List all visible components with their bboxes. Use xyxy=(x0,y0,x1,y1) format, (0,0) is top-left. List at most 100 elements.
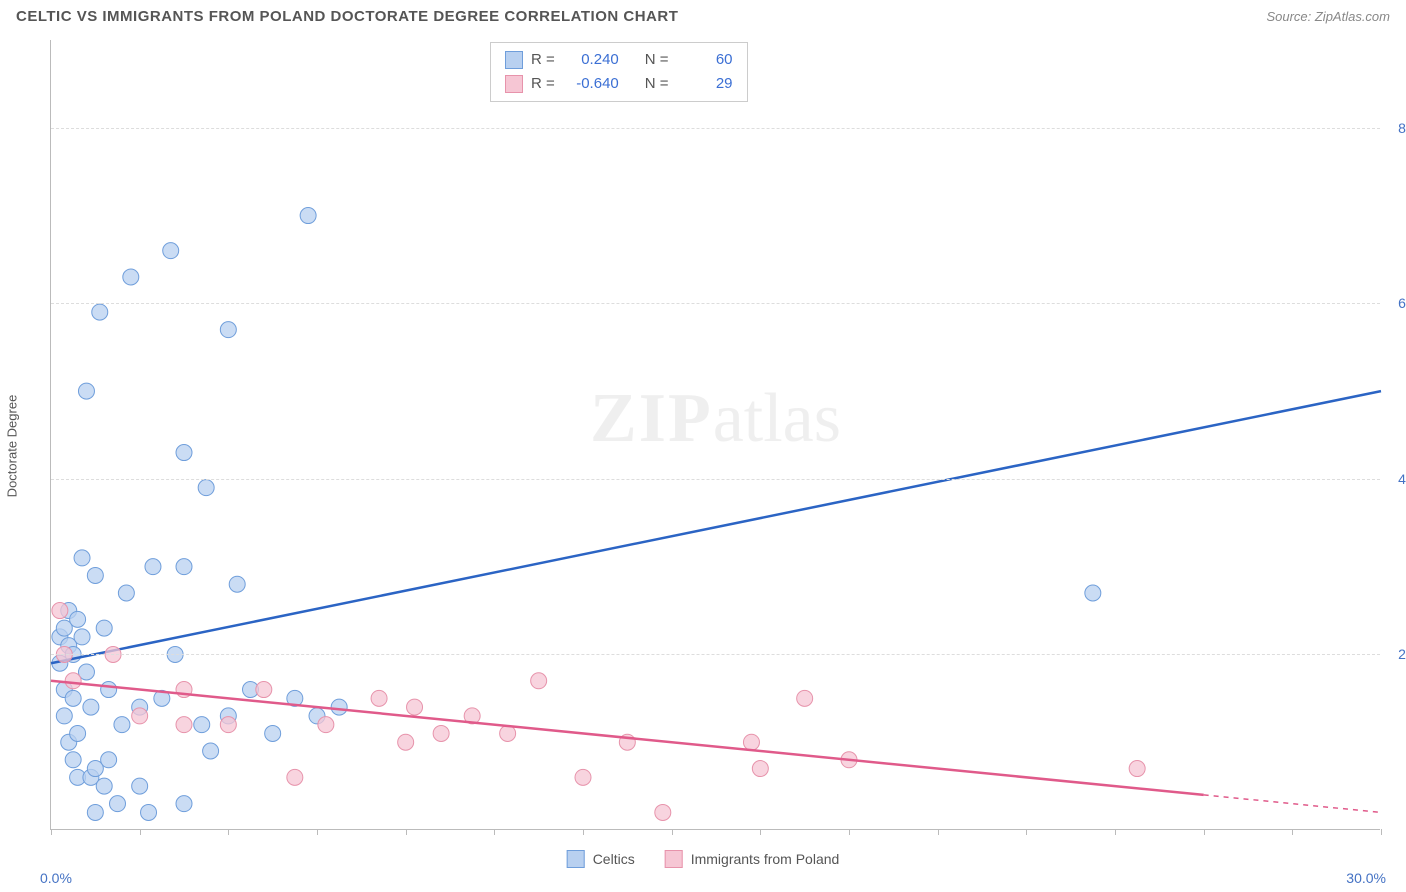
x-tick xyxy=(51,829,52,835)
regression-line-dashed xyxy=(1204,795,1381,813)
data-point xyxy=(78,383,94,399)
x-tick xyxy=(849,829,850,835)
x-tick xyxy=(1026,829,1027,835)
x-tick xyxy=(583,829,584,835)
data-point xyxy=(132,708,148,724)
swatch-celtics xyxy=(505,51,523,69)
data-point xyxy=(752,761,768,777)
gridline xyxy=(51,479,1380,480)
data-point xyxy=(176,796,192,812)
data-point xyxy=(87,804,103,820)
y-tick-label: 4.0% xyxy=(1385,471,1406,487)
legend-item-celtics: Celtics xyxy=(567,850,635,868)
data-point xyxy=(101,752,117,768)
data-point xyxy=(194,717,210,733)
data-point xyxy=(145,559,161,575)
data-point xyxy=(500,725,516,741)
stats-row-celtics: R = 0.240 N = 60 xyxy=(505,48,733,72)
gridline xyxy=(51,128,1380,129)
data-point xyxy=(56,708,72,724)
data-point xyxy=(114,717,130,733)
x-tick xyxy=(140,829,141,835)
x-axis-max-label: 30.0% xyxy=(1346,870,1386,886)
data-point xyxy=(65,690,81,706)
regression-line xyxy=(51,391,1381,663)
x-tick xyxy=(228,829,229,835)
x-tick xyxy=(1292,829,1293,835)
data-point xyxy=(96,778,112,794)
data-point xyxy=(797,690,813,706)
data-point xyxy=(141,804,157,820)
bottom-legend: Celtics Immigrants from Poland xyxy=(567,850,840,868)
data-point xyxy=(83,699,99,715)
data-point xyxy=(1129,761,1145,777)
gridline xyxy=(51,654,1380,655)
data-point xyxy=(176,559,192,575)
data-point xyxy=(256,682,272,698)
data-point xyxy=(398,734,414,750)
data-point xyxy=(101,682,117,698)
data-point xyxy=(1085,585,1101,601)
data-point xyxy=(132,778,148,794)
data-point xyxy=(287,769,303,785)
data-point xyxy=(74,629,90,645)
data-point xyxy=(74,550,90,566)
data-point xyxy=(65,673,81,689)
data-point xyxy=(318,717,334,733)
data-point xyxy=(220,322,236,338)
y-axis-title: Doctorate Degree xyxy=(5,395,20,498)
regression-line xyxy=(51,681,1204,795)
x-tick xyxy=(760,829,761,835)
data-point xyxy=(176,717,192,733)
data-point xyxy=(433,725,449,741)
data-point xyxy=(96,620,112,636)
source-attribution: Source: ZipAtlas.com xyxy=(1266,9,1390,24)
legend-swatch-poland xyxy=(665,850,683,868)
data-point xyxy=(265,725,281,741)
x-tick xyxy=(406,829,407,835)
data-point xyxy=(65,752,81,768)
x-tick xyxy=(1115,829,1116,835)
data-point xyxy=(220,717,236,733)
gridline xyxy=(51,303,1380,304)
swatch-poland xyxy=(505,75,523,93)
data-point xyxy=(118,585,134,601)
data-point xyxy=(92,304,108,320)
legend-swatch-celtics xyxy=(567,850,585,868)
legend-item-poland: Immigrants from Poland xyxy=(665,850,840,868)
data-point xyxy=(371,690,387,706)
data-point xyxy=(203,743,219,759)
data-point xyxy=(198,480,214,496)
scatter-svg xyxy=(51,40,1380,829)
data-point xyxy=(52,603,68,619)
correlation-stats-box: R = 0.240 N = 60 R = -0.640 N = 29 xyxy=(490,42,748,102)
data-point xyxy=(123,269,139,285)
data-point xyxy=(331,699,347,715)
x-tick xyxy=(494,829,495,835)
y-tick-label: 2.0% xyxy=(1385,646,1406,662)
x-tick xyxy=(672,829,673,835)
x-tick xyxy=(317,829,318,835)
data-point xyxy=(70,725,86,741)
chart-plot-area: ZIPatlas 2.0%4.0%6.0%8.0% xyxy=(50,40,1380,830)
data-point xyxy=(229,576,245,592)
data-point xyxy=(743,734,759,750)
data-point xyxy=(110,796,126,812)
data-point xyxy=(176,445,192,461)
data-point xyxy=(87,567,103,583)
x-tick xyxy=(1204,829,1205,835)
data-point xyxy=(575,769,591,785)
x-axis-min-label: 0.0% xyxy=(40,870,72,886)
data-point xyxy=(70,611,86,627)
data-point xyxy=(300,208,316,224)
chart-title: CELTIC VS IMMIGRANTS FROM POLAND DOCTORA… xyxy=(16,8,678,25)
data-point xyxy=(407,699,423,715)
x-tick xyxy=(938,829,939,835)
data-point xyxy=(655,804,671,820)
x-tick xyxy=(1381,829,1382,835)
y-tick-label: 6.0% xyxy=(1385,295,1406,311)
data-point xyxy=(531,673,547,689)
stats-row-poland: R = -0.640 N = 29 xyxy=(505,72,733,96)
data-point xyxy=(163,243,179,259)
y-tick-label: 8.0% xyxy=(1385,120,1406,136)
